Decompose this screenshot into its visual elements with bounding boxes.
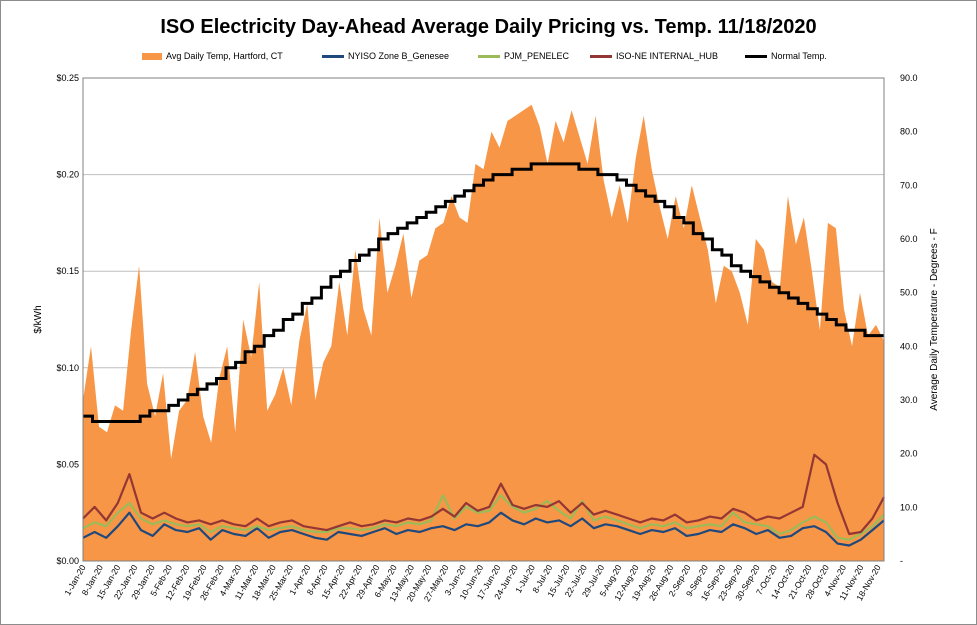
left-tick-label: $0.10	[56, 363, 79, 373]
left-tick-label: $0.05	[56, 459, 79, 469]
right-tick-label: 80.0	[900, 127, 918, 137]
right-tick-label: 50.0	[900, 288, 918, 298]
plot-border	[82, 77, 885, 562]
series-area-avg-daily-temp	[83, 104, 884, 562]
legend-label-normal: Normal Temp.	[771, 51, 827, 61]
right-tick-label: 20.0	[900, 449, 918, 459]
right-tick-label: 70.0	[900, 180, 918, 190]
series-line-nyiso	[82, 511, 885, 547]
legend-item-pjm: PJM_PENELEC	[478, 48, 569, 64]
right-tick-label: 40.0	[900, 341, 918, 351]
series-line-pjm	[82, 494, 885, 541]
legend-swatch-temp	[142, 52, 162, 60]
legend-swatch-pjm	[478, 54, 500, 58]
series-line-isone	[82, 453, 885, 536]
y-axis-title-right: Average Daily Temperature - Degrees - F	[929, 228, 940, 411]
left-tick-label: $0.15	[56, 266, 79, 276]
legend-label-pjm: PJM_PENELEC	[504, 51, 570, 61]
right-tick-label: 10.0	[900, 502, 918, 512]
y-axis-title-left: $/kWh	[33, 305, 44, 333]
legend-item-temp: Avg Daily Temp, Hartford, CT	[142, 48, 283, 64]
left-tick-label: $0.20	[56, 170, 79, 180]
left-tick-label: $0.25	[56, 73, 79, 83]
right-tick-label: 90.0	[900, 73, 918, 83]
legend-item-isone: ISO-NE INTERNAL_HUB	[590, 48, 718, 64]
legend-label-nyiso: NYISO Zone B_Genesee	[348, 51, 450, 61]
right-tick-label: 60.0	[900, 234, 918, 244]
legend-item-nyiso: NYISO Zone B_Genesee	[322, 48, 449, 64]
left-tick-label: $0.00	[56, 556, 79, 566]
legend-item-normal: Normal Temp.	[745, 48, 827, 64]
legend-swatch-normal	[745, 54, 767, 58]
right-tick-label: 30.0	[900, 395, 918, 405]
chart-legend: Avg Daily Temp, Hartford, CT NYISO Zone …	[0, 48, 977, 64]
legend-label-temp: Avg Daily Temp, Hartford, CT	[166, 51, 283, 61]
legend-swatch-nyiso	[322, 54, 344, 58]
legend-swatch-isone	[590, 54, 612, 58]
right-tick-label: -	[900, 556, 903, 566]
legend-label-isone: ISO-NE INTERNAL_HUB	[616, 51, 719, 61]
series-line-normal-temp	[83, 162, 884, 423]
chart-title: ISO Electricity Day-Ahead Average Daily …	[160, 16, 817, 38]
